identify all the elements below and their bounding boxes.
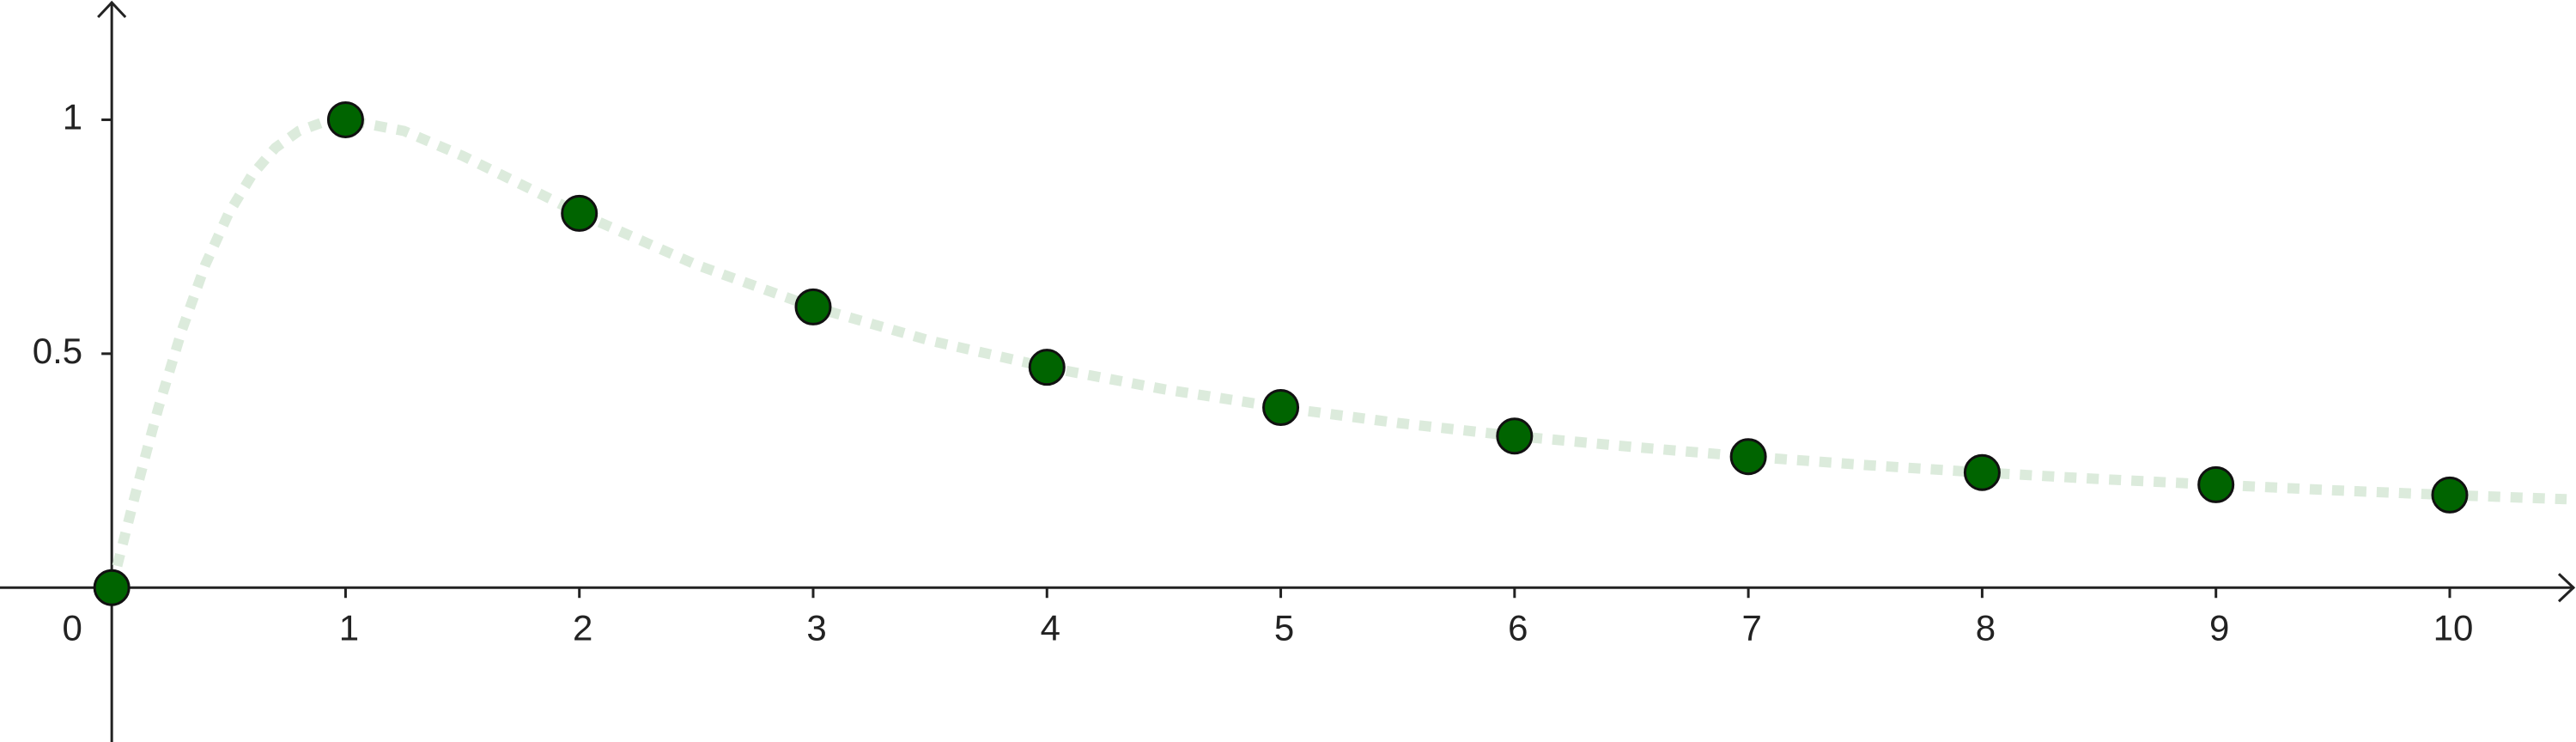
- curve: [106, 114, 2567, 589]
- point: [561, 194, 598, 232]
- x-axis-arrow: [2557, 573, 2576, 603]
- point: [1262, 388, 1300, 426]
- x-tick-label: 9: [2209, 607, 2229, 648]
- point: [794, 288, 832, 325]
- point: [1729, 438, 1767, 476]
- point: [1496, 417, 1534, 455]
- x-tick-label: 3: [806, 607, 826, 648]
- point: [2197, 465, 2235, 503]
- x-tick-label: 7: [1741, 607, 1761, 648]
- point: [2431, 476, 2469, 514]
- x-tick-label: 10: [2433, 607, 2474, 648]
- point: [93, 569, 131, 606]
- point: [326, 100, 364, 138]
- x-tick-label: 2: [573, 607, 592, 648]
- x-tick-label: 8: [1976, 607, 1996, 648]
- x-tick-label: 6: [1508, 607, 1528, 648]
- x-tick-label: 4: [1041, 607, 1060, 648]
- y-tick-label: 0.5: [33, 331, 82, 371]
- point: [1963, 453, 2001, 491]
- y-axis-arrow: [97, 0, 127, 19]
- x-tick-label: 1: [339, 607, 359, 648]
- y-tick-label: 1: [63, 97, 82, 137]
- point: [1028, 349, 1066, 386]
- x-tick-label: 5: [1274, 607, 1294, 648]
- x-tick-label: 0: [62, 607, 82, 648]
